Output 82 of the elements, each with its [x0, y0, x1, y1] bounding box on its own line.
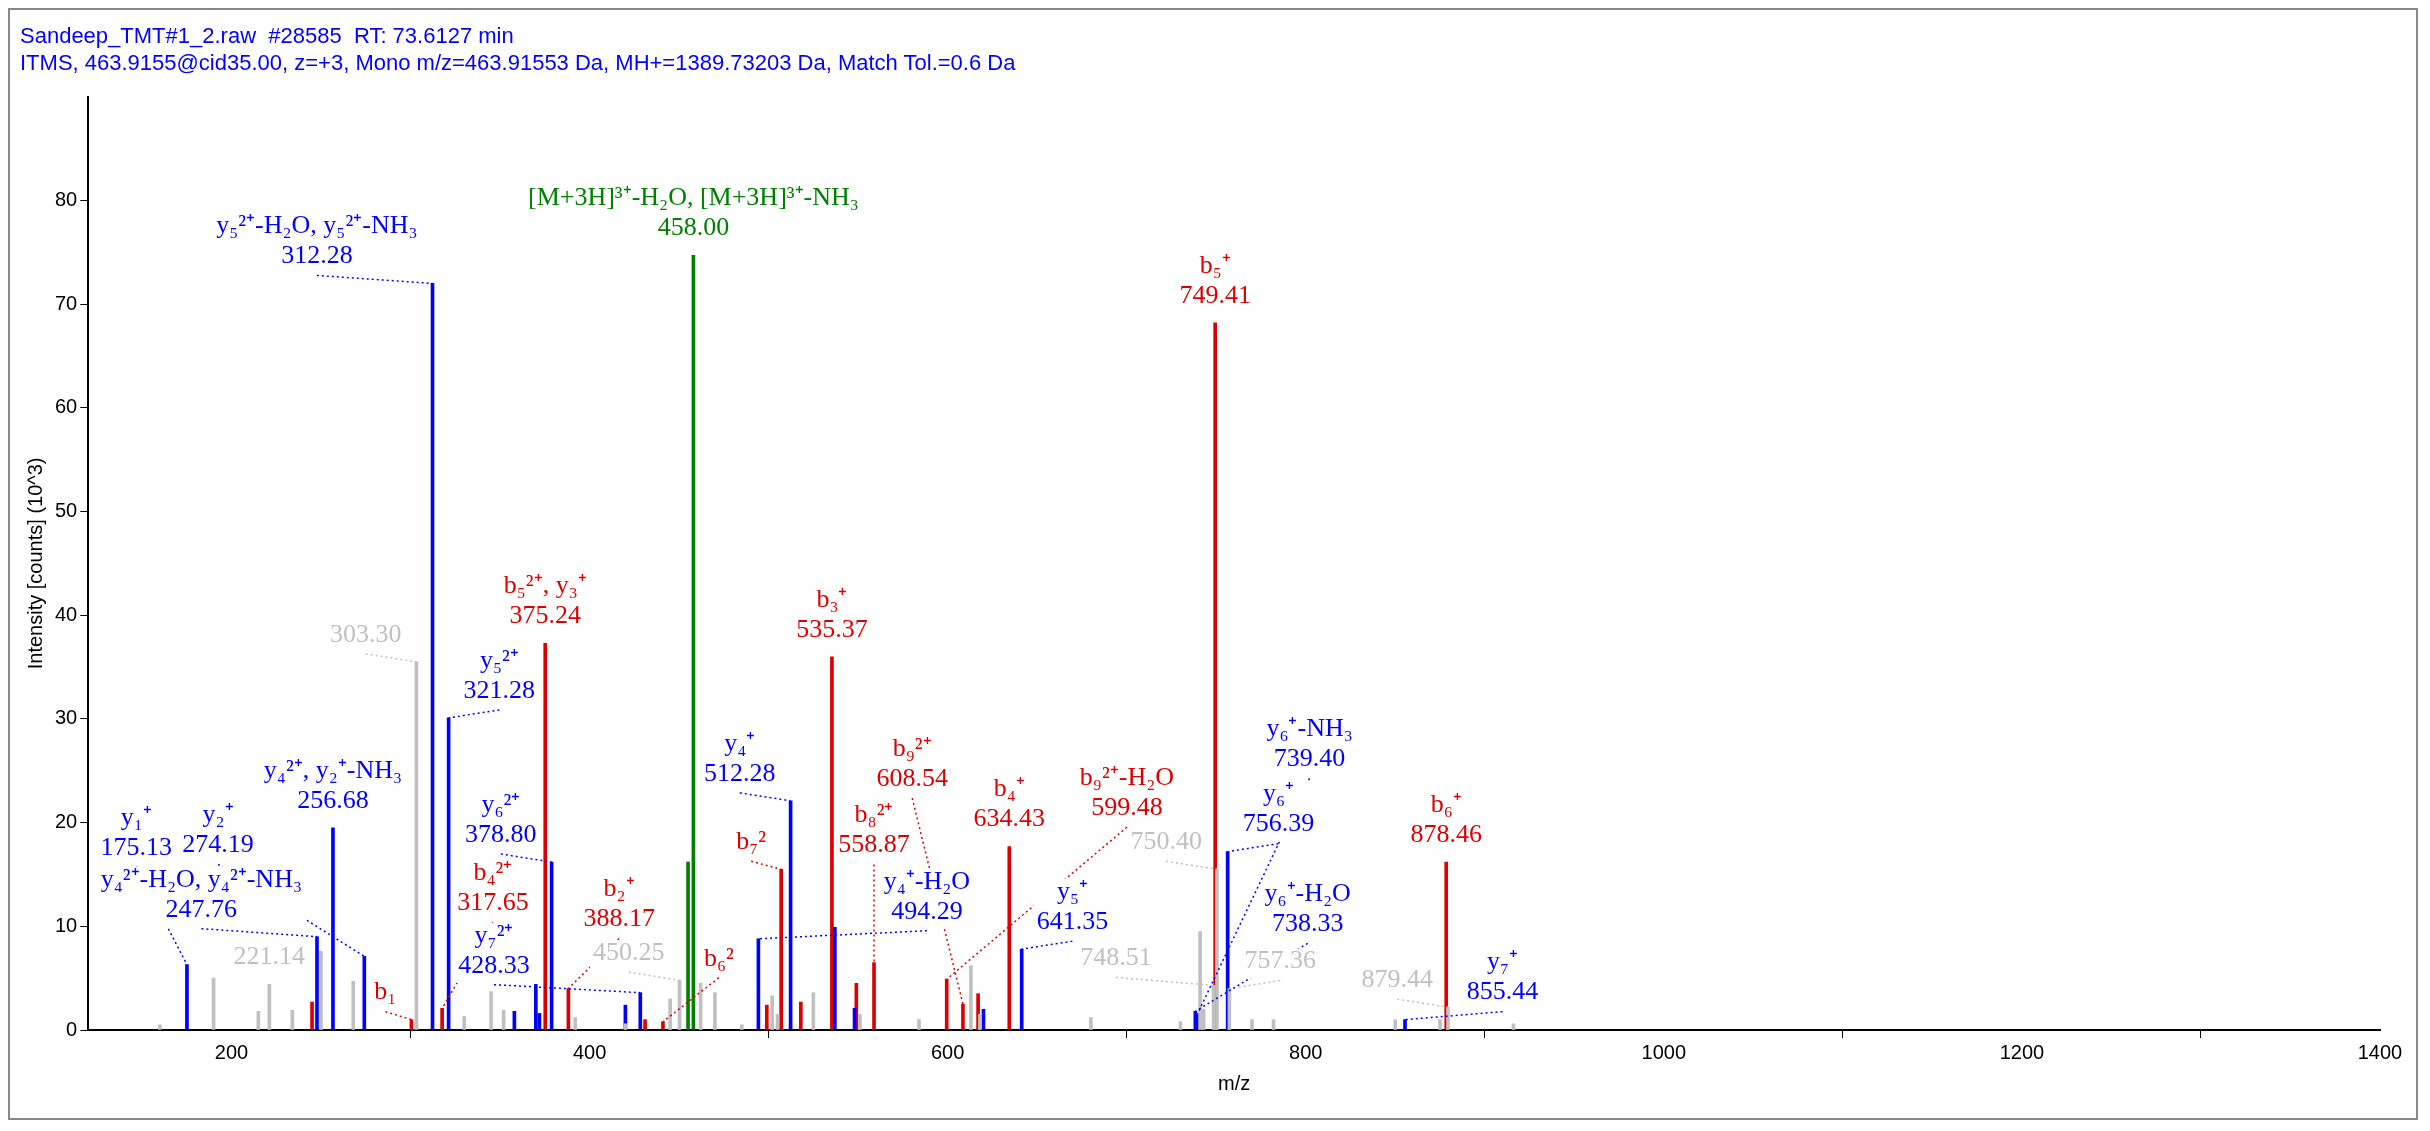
bar: [764, 1004, 769, 1030]
annotation: b₁: [374, 976, 397, 1006]
annotation: b₃⁺ 535.37: [796, 583, 868, 643]
annotation: b₅⁺ 749.41: [1179, 249, 1251, 309]
bar: [543, 642, 548, 1030]
x-tick-label: 400: [572, 1040, 607, 1063]
annotation: y₅²⁺-H₂O, y₅²⁺-NH₃ 312.28: [216, 210, 418, 270]
x-tick-label: 800: [1289, 1040, 1323, 1063]
bar: [351, 980, 356, 1030]
annotation: 879.44: [1361, 964, 1433, 994]
annotation: y₄²⁺, y₂⁺-NH₃ 256.68: [263, 754, 403, 814]
chart-subtitle: ITMS, 463.9155@cid35.00, z=+3, Mono m/z=463.91553 Da, MH+=1389.73203 Da, Match Tol.=0.6 Da: [20, 49, 1017, 75]
annotation: 450.25: [593, 937, 665, 967]
bar: [686, 861, 690, 1030]
bar: [1089, 1017, 1093, 1030]
annotation: b₄⁺ 634.43: [973, 773, 1046, 833]
annotation: 303.30: [329, 618, 402, 648]
bar: [643, 1019, 647, 1030]
bar: [713, 992, 717, 1030]
bar: [1438, 1019, 1442, 1030]
annotation: b₂⁺ 388.17: [583, 873, 655, 933]
bar: [830, 656, 834, 1030]
x-axis-title: m/z: [1218, 1071, 1251, 1094]
annotation: 221.14: [233, 941, 306, 971]
annotation: b₅²⁺, y₃⁺ 375.24: [503, 570, 587, 630]
annotation: y₆⁺ 756.39: [1242, 778, 1315, 838]
bar: [668, 998, 672, 1030]
annotation: 748.51: [1080, 942, 1152, 972]
bar: [917, 1019, 921, 1030]
annotation: y₅²⁺ 321.28: [463, 644, 536, 704]
bar: [799, 1001, 803, 1030]
bar: [770, 995, 775, 1030]
annotation: y₇⁺ 855.44: [1466, 946, 1539, 1006]
annotation: b₇²: [736, 826, 767, 856]
bar: [1444, 861, 1449, 1030]
x-tick-label: 200: [214, 1040, 249, 1063]
x-tick-label: 1400: [2357, 1040, 2403, 1063]
annotation: y₄⁺-H₂O 494.29: [883, 865, 971, 925]
bar: [969, 965, 973, 1030]
y-tick-label: 60: [55, 395, 78, 418]
bar: [1250, 1019, 1254, 1030]
y-tick-label: 0: [66, 1017, 78, 1040]
y-tick-label: 70: [55, 291, 78, 314]
annotation: b₄²⁺ 317.65: [457, 857, 529, 917]
y-axis-title: Intensity [counts] (10^3): [23, 457, 46, 670]
y-tick-label: 10: [55, 913, 78, 936]
x-tick-label: 1200: [1999, 1040, 2045, 1063]
annotation: b₉²⁺-H₂O 599.48: [1079, 762, 1174, 822]
bar: [623, 1023, 628, 1030]
bar: [310, 1001, 314, 1030]
x-tick-label: 1000: [1641, 1040, 1687, 1063]
annotation: y₆⁺-H₂O 738.33: [1264, 878, 1351, 938]
annotation: y₂⁺ 274.19: [182, 799, 254, 859]
annotation: y₄⁺ 512.28: [704, 727, 776, 787]
bar: [739, 1024, 744, 1030]
chart-title: Sandeep_TMT#1_2.raw #28585 RT: 73.6127 min: [20, 23, 514, 49]
bar: [319, 950, 323, 1030]
y-tick-label: 50: [55, 499, 78, 522]
bar: [158, 1024, 162, 1030]
y-tick-label: 20: [55, 810, 78, 833]
bar: [858, 1014, 862, 1030]
annotation: [M+3H]³⁺-H₂O, [M+3H]³⁺-NH₃ 458.00: [527, 182, 859, 242]
y-tick-label: 40: [55, 602, 78, 625]
bar: [1393, 1019, 1398, 1030]
bar: [978, 1014, 982, 1030]
bar: [573, 1017, 578, 1030]
y-tick-label: 80: [55, 188, 78, 210]
annotation: y₄²⁺-H₂O, y₄²⁺-NH₃ 247.76: [100, 863, 302, 923]
annotation: b₈²⁺ 558.87: [838, 799, 910, 859]
annotation: y₆²⁺ 378.80: [465, 788, 537, 848]
bar: [440, 1007, 444, 1030]
annotation: b₆⁺ 878.46: [1410, 788, 1482, 848]
bar: [489, 991, 493, 1030]
annotation: b₆²: [703, 942, 734, 972]
annotation: y₅⁺ 641.35: [1036, 875, 1109, 935]
annotation: 757.36: [1244, 945, 1316, 975]
x-tick-label: 600: [930, 1040, 965, 1063]
y-tick-label: 30: [55, 706, 78, 729]
annotation: 750.40: [1130, 826, 1202, 856]
bar: [462, 1016, 467, 1030]
bar: [1511, 1023, 1516, 1030]
annotation: y₇²⁺ 428.33: [458, 919, 530, 979]
